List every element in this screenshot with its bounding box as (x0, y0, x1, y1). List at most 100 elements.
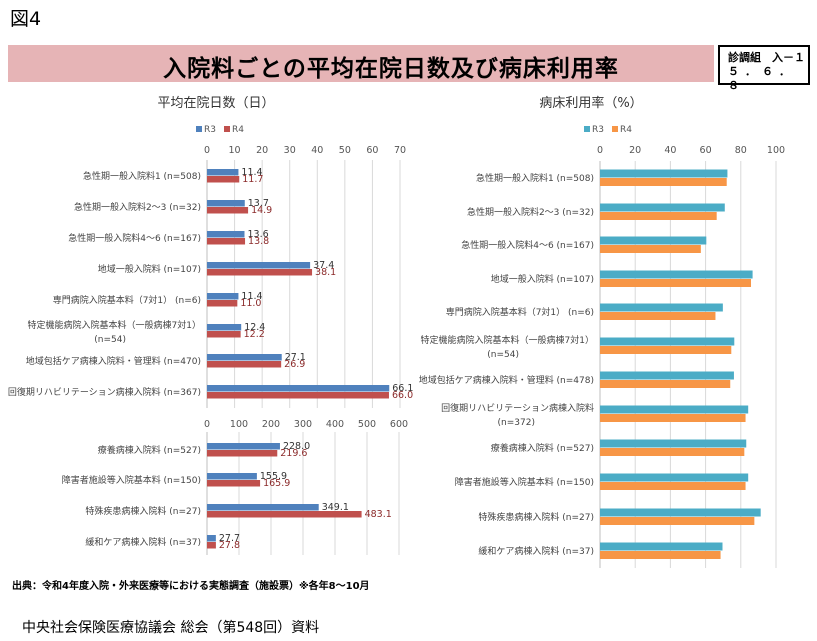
left-bottom-tick-label: 100 (230, 419, 248, 430)
footer-note: 中央社会保険医療協議会 総会（第548回）資料 (22, 620, 320, 636)
left-bottom-category-label: 緩和ケア病棟入院料 (n=37) (85, 536, 201, 548)
left-bottom-data-label-r4: 27.8 (219, 540, 240, 551)
right-tick-label: 20 (629, 145, 641, 156)
right-bar-r3 (600, 303, 723, 312)
left-bottom-data-label-r3: 27.7 (219, 533, 240, 544)
left-top-tick-label: 40 (311, 145, 323, 156)
right-bar-r3 (600, 169, 728, 178)
left-top-data-label-r4: 11.7 (242, 174, 263, 185)
source-note: 出典：令和4年度入院・外来医療等における実態調査（施設票）※各年8～10月 (12, 581, 370, 592)
right-tick-label: 40 (664, 145, 676, 156)
left-top-bar-r3 (207, 169, 239, 176)
left-top-tick-label: 0 (204, 145, 210, 156)
right-bar-r4 (600, 245, 701, 253)
left-bottom-data-label-r4: 483.1 (365, 509, 392, 520)
left-top-bar-r3 (207, 231, 245, 238)
left-legend-swatch-r3 (196, 126, 202, 132)
left-bottom-data-label-r3: 155.9 (260, 471, 287, 482)
left-bottom-category-label: 特殊疾患病棟入院料 (n=27) (85, 505, 201, 517)
left-top-data-label-r3: 66.1 (392, 383, 413, 394)
right-tick-label: 0 (597, 145, 603, 156)
right-bar-r3 (600, 270, 753, 279)
right-bar-r3 (600, 203, 725, 212)
left-top-data-label-r4: 66.0 (392, 390, 413, 401)
right-bar-r3 (600, 236, 707, 245)
left-bottom-tick-label: 200 (262, 419, 280, 430)
right-chart-title: 病床利用率（%） (539, 95, 642, 111)
right-category-label: 療養病棟入院料 (n=527) (491, 442, 594, 454)
left-top-tick-label: 10 (229, 145, 241, 156)
left-top-tick-label: 70 (394, 145, 406, 156)
right-bar-r4 (600, 380, 731, 388)
right-bar-r3 (600, 337, 735, 346)
left-top-category-label: 急性期一般入院料2～3 (n=32) (74, 201, 201, 213)
reference-line-2: ５．６．８ (728, 65, 796, 92)
right-category-label: 特殊疾患病棟入院料 (n=27) (478, 511, 594, 523)
right-bar-r4 (600, 346, 732, 354)
left-bottom-tick-label: 300 (294, 419, 312, 430)
left-top-data-label-r4: 11.0 (240, 298, 261, 309)
right-bar-r3 (600, 405, 749, 414)
left-legend-label-r3: R3 (204, 125, 216, 135)
left-top-data-label-r3: 27.1 (285, 352, 306, 363)
left-bottom-tick-label: 0 (204, 419, 210, 430)
right-bar-r3 (600, 473, 749, 482)
left-top-category-label: 急性期一般入院料4～6 (n=167) (68, 232, 201, 244)
left-top-bar-r3 (207, 200, 245, 207)
left-top-bar-r3 (207, 324, 242, 331)
left-top-category-label: 急性期一般入院料1 (n=508) (83, 170, 201, 182)
right-category-label-line2: (n=372) (498, 418, 535, 428)
left-bottom-data-label-r4: 165.9 (263, 478, 290, 489)
left-top-bar-r4 (207, 331, 241, 338)
left-bottom-bar-r4 (207, 511, 362, 518)
right-legend-label-r4: R4 (620, 125, 632, 135)
right-tick-label: 100 (767, 145, 785, 156)
left-bottom-bar-r3 (207, 504, 319, 511)
left-top-bar-r3 (207, 262, 311, 269)
left-top-bar-r4 (207, 361, 282, 368)
figure-label: 図4 (10, 8, 42, 30)
left-top-category-label: 特定機能病院入院基本料（一般病棟7対1） (28, 319, 201, 331)
left-bottom-bar-r4 (207, 450, 278, 457)
right-legend-swatch-r3 (584, 126, 590, 132)
left-top-bar-r3 (207, 354, 282, 361)
left-top-data-label-r3: 13.6 (247, 229, 268, 240)
left-top-tick-label: 20 (256, 145, 268, 156)
left-bottom-bar-r4 (207, 480, 261, 487)
left-bottom-tick-label: 600 (390, 419, 408, 430)
right-category-label-line2: (n=54) (487, 350, 519, 360)
left-top-data-label-r4: 13.8 (248, 236, 269, 247)
left-top-data-label-r4: 38.1 (315, 267, 336, 278)
right-bar-r4 (600, 482, 746, 490)
right-bar-r4 (600, 551, 721, 559)
page-title: 入院料ごとの平均在院日数及び病床利用率 (163, 56, 619, 82)
right-category-label: 回復期リハビリテーション病棟入院料 (441, 402, 594, 414)
left-bottom-category-label: 障害者施設等入院基本料 (n=150) (62, 474, 201, 486)
left-top-data-label-r4: 14.9 (251, 205, 272, 216)
left-top-tick-label: 50 (339, 145, 351, 156)
right-bar-r3 (600, 371, 734, 380)
left-bottom-bar-r3 (207, 443, 280, 450)
right-category-label: 緩和ケア病棟入院料 (n=37) (478, 545, 594, 557)
left-top-data-label-r3: 11.4 (241, 291, 262, 302)
left-bottom-bar-r3 (207, 473, 257, 480)
left-top-category-label: 専門病院入院基本料（7対1） (n=6) (53, 294, 201, 306)
left-top-data-label-r3: 11.4 (241, 167, 262, 178)
left-top-bar-r4 (207, 392, 389, 399)
right-bar-r4 (600, 414, 746, 422)
left-bottom-data-label-r3: 349.1 (322, 502, 349, 513)
left-top-bar-r3 (207, 293, 239, 300)
left-top-data-label-r4: 12.2 (244, 329, 265, 340)
left-chart-title: 平均在院日数（日） (157, 96, 274, 111)
right-legend-swatch-r4 (612, 126, 618, 132)
reference-box: 診調組 入－１ ５．６．８ (718, 45, 810, 92)
right-category-label: 障害者施設等入院基本料 (n=150) (455, 476, 594, 488)
left-top-tick-label: 60 (366, 145, 378, 156)
left-legend-label-r4: R4 (232, 125, 244, 135)
left-top-data-label-r3: 37.4 (313, 260, 334, 271)
left-bottom-data-label-r4: 219.6 (280, 448, 307, 459)
left-top-tick-label: 30 (284, 145, 296, 156)
left-bottom-bar-r4 (207, 542, 216, 549)
left-bottom-tick-label: 400 (326, 419, 344, 430)
